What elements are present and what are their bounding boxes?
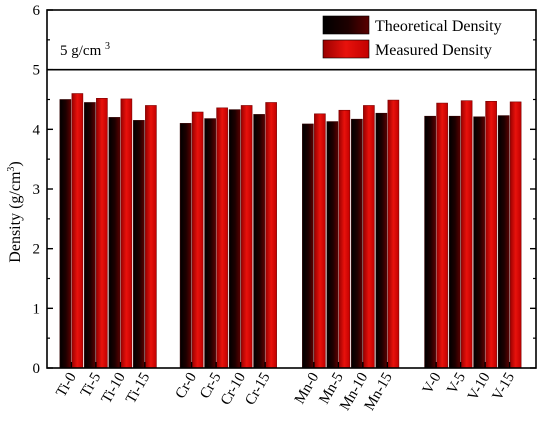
x-tick-label: Ti-15: [123, 370, 153, 406]
bar-measured-cr-0: [191, 111, 204, 369]
y-tick-label: 0: [33, 361, 41, 377]
bar-measured-mn-15: [387, 99, 400, 369]
x-tick-label: Cr-15: [242, 370, 273, 408]
x-tick-label: Ti-10: [99, 370, 129, 406]
legend-label-theoretical: Theoretical Density: [375, 18, 502, 35]
bar-theoretical-v-10: [473, 116, 485, 369]
bar-theoretical-v-15: [497, 115, 510, 369]
bar-theoretical-mn-15: [375, 112, 388, 369]
y-axis: 0 1 2 3 4 5 6: [33, 3, 536, 377]
bar-theoretical-ti-5: [84, 102, 96, 369]
legend-label-measured: Measured Density: [375, 42, 492, 59]
bar-theoretical-cr-5: [204, 118, 216, 369]
bar-measured-mn-5: [338, 109, 351, 369]
x-tick-label: V-10: [465, 370, 494, 404]
bar-measured-v-0: [436, 102, 448, 369]
y-tick-label: 3: [33, 182, 41, 198]
legend-swatch-measured: [322, 39, 370, 59]
y-tick-label: 1: [33, 301, 41, 317]
y-tick-label: 6: [33, 3, 41, 19]
reference-annotation-text: 5 g/cm: [60, 43, 102, 59]
bar-theoretical-v-0: [424, 115, 436, 369]
bar-theoretical-mn-5: [326, 121, 339, 369]
legend-swatch-theoretical: [322, 15, 370, 35]
x-tick-label: V-15: [490, 370, 519, 404]
bar-theoretical-cr-15: [253, 114, 265, 369]
bar-theoretical-mn-0: [302, 123, 314, 369]
bar-theoretical-cr-0: [179, 123, 192, 369]
bar-measured-ti-5: [96, 98, 108, 369]
bar-theoretical-mn-10: [351, 118, 363, 369]
y-tick-label: 2: [33, 242, 41, 258]
y-axis-title-sup: 3: [6, 167, 17, 172]
bar-measured-mn-0: [314, 113, 326, 369]
y-axis-title: Density (g/cm3): [6, 161, 24, 262]
y-axis-title-text: Density (g/cm: [7, 171, 24, 263]
bar-theoretical-ti-10: [108, 117, 121, 369]
bar-theoretical-ti-0: [59, 99, 72, 369]
bar-measured-cr-10: [240, 105, 253, 369]
x-tick-label: Cr-0: [173, 370, 200, 402]
bar-measured-v-15: [509, 101, 522, 369]
bar-measured-ti-10: [120, 98, 133, 369]
bar-measured-v-5: [460, 100, 473, 369]
bars-layer: [59, 93, 522, 369]
bar-measured-ti-15: [145, 105, 157, 369]
reference-annotation: 5 g/cm 3: [60, 41, 110, 59]
bar-measured-ti-0: [71, 93, 84, 369]
legend: Theoretical Density Measured Density: [322, 15, 502, 59]
reference-annotation-sup: 3: [105, 41, 110, 52]
bar-theoretical-ti-15: [133, 120, 145, 369]
bar-theoretical-cr-10: [228, 109, 241, 369]
y-axis-title-close: ): [7, 161, 24, 166]
x-tick-label: Mn-0: [292, 370, 323, 407]
bar-measured-v-10: [485, 100, 497, 369]
bar-measured-cr-5: [216, 107, 228, 369]
bar-measured-mn-10: [363, 105, 375, 369]
x-tick-label: Ti-0: [53, 370, 80, 400]
x-tick-label: V-0: [420, 370, 445, 397]
y-tick-label: 5: [33, 63, 41, 79]
bar-measured-cr-15: [265, 102, 277, 369]
bar-theoretical-v-5: [448, 115, 461, 369]
y-tick-label: 4: [33, 122, 41, 138]
